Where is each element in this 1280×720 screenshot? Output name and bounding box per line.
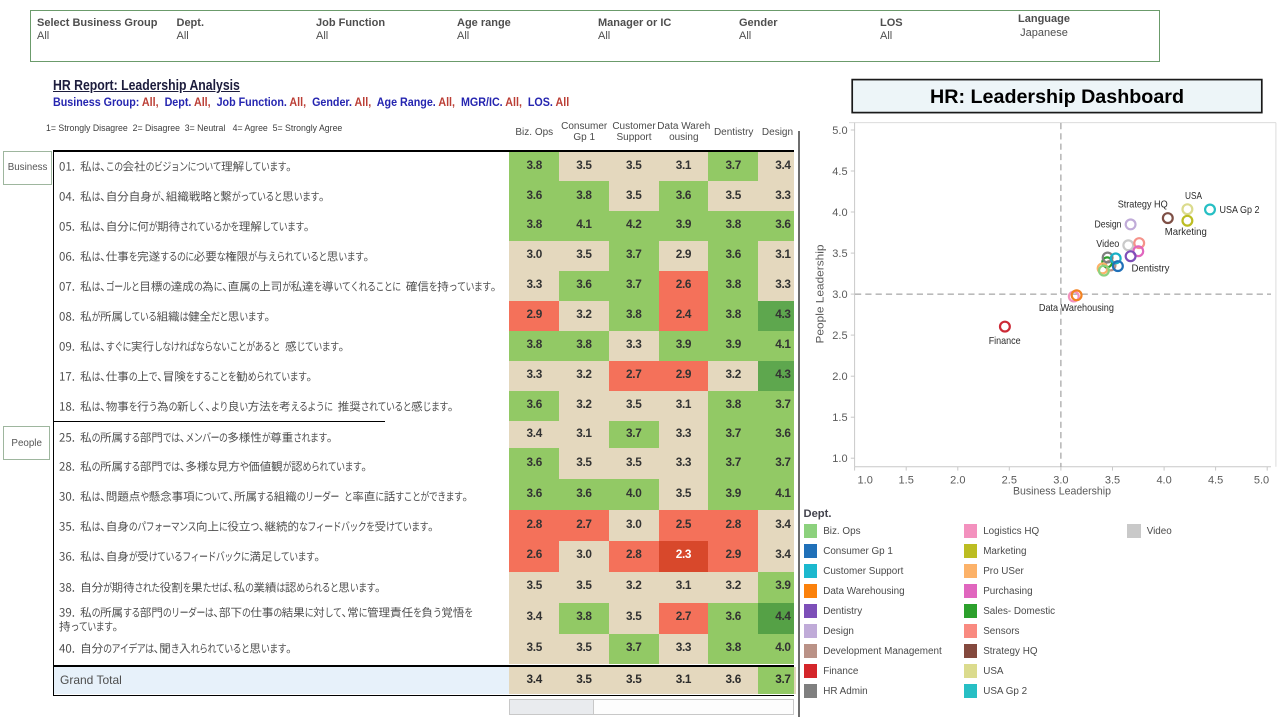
svg-text:1.0: 1.0 bbox=[858, 475, 873, 487]
svg-text:5.0: 5.0 bbox=[1254, 475, 1269, 487]
svg-text:4.0: 4.0 bbox=[1156, 475, 1171, 487]
svg-text:2.0: 2.0 bbox=[832, 371, 847, 383]
svg-text:3.0: 3.0 bbox=[832, 289, 847, 301]
svg-text:5.0: 5.0 bbox=[832, 125, 847, 137]
svg-text:HR: Leadership Dashboard: HR: Leadership Dashboard bbox=[930, 86, 1184, 108]
svg-text:People Leadership: People Leadership bbox=[815, 245, 827, 344]
svg-text:2.5: 2.5 bbox=[1002, 475, 1017, 487]
svg-text:3.0: 3.0 bbox=[1053, 475, 1068, 487]
svg-text:Marketing: Marketing bbox=[1165, 227, 1207, 238]
svg-text:4.0: 4.0 bbox=[832, 207, 847, 219]
svg-text:4.5: 4.5 bbox=[1208, 475, 1223, 487]
svg-text:2.0: 2.0 bbox=[950, 475, 965, 487]
svg-text:Business Leadership: Business Leadership bbox=[1013, 485, 1111, 497]
svg-text:1.5: 1.5 bbox=[832, 412, 847, 424]
svg-text:3.5: 3.5 bbox=[832, 248, 847, 260]
svg-text:Strategy HQ: Strategy HQ bbox=[1118, 199, 1168, 210]
svg-text:1.5: 1.5 bbox=[899, 475, 914, 487]
svg-text:4.5: 4.5 bbox=[832, 166, 847, 178]
svg-text:Dentistry: Dentistry bbox=[1132, 263, 1171, 274]
svg-text:USA Gp 2: USA Gp 2 bbox=[1220, 205, 1260, 216]
svg-text:Design: Design bbox=[1095, 220, 1122, 231]
svg-text:Video: Video bbox=[1096, 239, 1119, 250]
svg-text:3.5: 3.5 bbox=[1105, 475, 1120, 487]
svg-text:Data Warehousing: Data Warehousing bbox=[1039, 303, 1114, 314]
svg-text:1.0: 1.0 bbox=[832, 453, 847, 465]
svg-text:USA: USA bbox=[1185, 191, 1202, 202]
svg-text:Finance: Finance bbox=[989, 336, 1021, 347]
svg-text:2.5: 2.5 bbox=[832, 330, 847, 342]
